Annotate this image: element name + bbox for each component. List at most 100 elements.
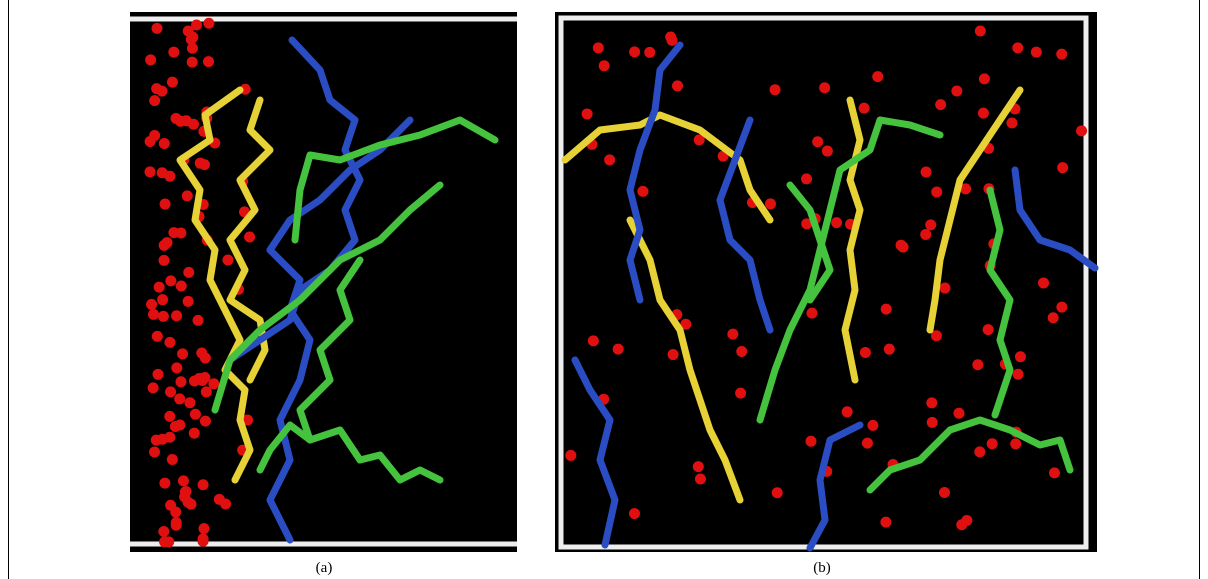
water-molecule [190,409,201,420]
water-molecule [1056,302,1067,313]
water-molecule [921,166,932,177]
water-molecule [175,376,186,387]
water-molecule [884,344,895,355]
water-molecule [860,347,871,358]
water-molecule [186,34,197,45]
water-molecule [727,329,738,340]
water-molecule [599,60,610,71]
water-molecule [951,85,962,96]
water-molecule [978,108,989,119]
water-molecule [629,46,640,57]
water-molecule [164,411,175,422]
water-molecule [1038,277,1049,288]
water-molecule [565,450,576,461]
water-molecule [158,311,169,322]
water-molecule [812,136,823,147]
water-molecule [736,346,747,357]
water-molecule [149,95,160,106]
water-molecule [927,417,938,428]
water-molecule [765,198,776,209]
panel-caption: (a) [316,560,333,576]
water-molecule [203,56,214,67]
panel-b [555,12,1097,552]
water-molecule [1013,369,1024,380]
water-molecule [772,487,783,498]
water-molecule [201,386,212,397]
water-molecule [896,240,907,251]
water-molecule [665,32,676,43]
water-molecule [939,487,950,498]
water-molecule [167,77,178,88]
water-molecule [805,436,816,447]
water-molecule [157,167,168,178]
water-molecule [177,348,188,359]
water-molecule [171,310,182,321]
water-molecule [199,523,210,534]
water-molecule [183,267,194,278]
water-molecule [165,500,176,511]
water-molecule [208,378,219,389]
water-molecule [1049,467,1060,478]
water-molecule [195,158,206,169]
water-molecule [200,416,211,427]
water-molecule [158,526,169,537]
water-molecule [939,283,950,294]
water-molecule [735,388,746,399]
water-molecule [148,382,159,393]
water-molecule [1048,312,1059,323]
water-molecule [152,23,163,34]
water-molecule [149,447,160,458]
water-molecule [983,324,994,335]
water-molecule [613,344,624,355]
water-molecule [588,335,599,346]
water-molecule [806,308,817,319]
water-molecule [181,115,192,126]
water-molecule [182,497,193,508]
water-molecule [1056,49,1067,60]
water-molecule [184,397,195,408]
water-molecule [582,108,593,119]
water-molecule [1057,162,1068,173]
water-molecule [174,393,185,404]
water-molecule [178,475,189,486]
water-molecule [159,536,170,547]
water-molecule [160,199,171,210]
water-molecule [159,240,170,251]
water-molecule [244,232,255,243]
water-molecule [1015,351,1026,362]
water-molecule [972,359,983,370]
water-molecule [159,478,170,489]
water-molecule [222,254,233,265]
water-molecule [693,461,704,472]
water-molecule [165,275,176,286]
water-molecule [987,438,998,449]
water-molecule [672,80,683,91]
water-molecule [593,42,604,53]
figure: (a) (b) [0,0,1208,579]
water-molecule [157,294,168,305]
water-molecule [880,517,891,528]
water-molecule [953,408,964,419]
water-molecule [187,57,198,68]
water-molecule [191,19,202,30]
page: (a) (b) (() => { const data = JSON.parse… [0,0,1208,579]
water-molecule [931,187,942,198]
water-molecule [156,86,167,97]
water-molecule [872,71,883,82]
water-molecule [644,47,655,58]
water-molecule [194,373,205,384]
water-molecule [214,494,225,505]
water-molecule [171,517,182,528]
water-molecule [154,282,165,293]
water-molecule [170,421,181,432]
water-molecule [146,299,157,310]
water-molecule [164,337,175,348]
water-molecule [801,173,812,184]
water-molecule [182,190,193,201]
water-molecule [695,473,706,484]
water-molecule [819,82,830,93]
water-molecule [145,136,156,147]
water-molecule [842,406,853,417]
water-molecule [1010,438,1021,449]
water-molecule [198,533,209,544]
